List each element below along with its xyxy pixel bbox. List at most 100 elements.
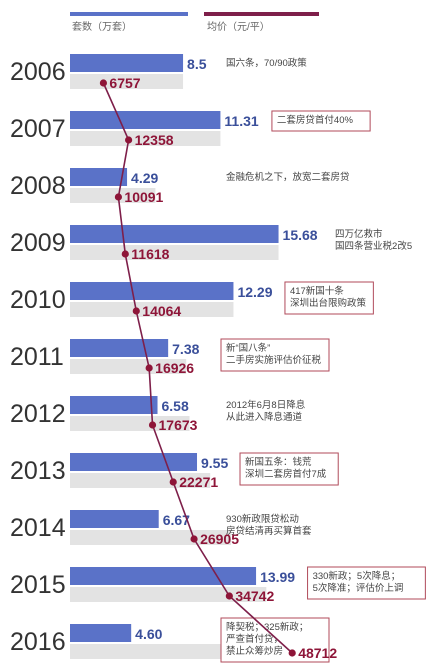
price-labels: 6757 12358 10091 11618 14064 16926 17673 22271 2… (109, 75, 337, 661)
annotation-text: 新“国八条” (226, 342, 270, 354)
count-bar (70, 567, 257, 585)
price-track (70, 131, 221, 146)
count-value-label: 4.60 (135, 626, 162, 642)
annotation-text: 5次降准；评估价上调 (313, 582, 404, 594)
year-label: 2011 (10, 343, 64, 371)
price-value-label: 14064 (142, 303, 181, 319)
annotation-box (307, 566, 426, 600)
count-bar (70, 111, 221, 129)
chart-row: 2007 11.31 二套房贷首付40% (10, 110, 371, 146)
price-marker (99, 79, 108, 87)
year-label: 2010 (10, 286, 66, 314)
price-marker (121, 250, 129, 258)
price-marker (145, 364, 153, 372)
year-label: 2012 (10, 400, 66, 428)
price-marker (288, 649, 296, 657)
legend-price-label: 均价（元/平） (207, 21, 270, 33)
price-track (70, 188, 156, 203)
annotation-text: 禁止众筹炒房 (226, 645, 283, 657)
annotation-text: 降契税；325新政； (226, 621, 308, 633)
price-track (70, 245, 279, 260)
annotation-box (220, 338, 330, 372)
legend-count-label: 套数（万套） (72, 20, 132, 33)
price-value-label: 12358 (135, 132, 174, 148)
price-marker (190, 535, 198, 543)
price-marker (148, 421, 157, 429)
chart-row: 2015 13.99 330新政；5次降息；5次降准；评估价上调 (10, 566, 426, 602)
year-label: 2016 (10, 628, 66, 656)
price-marker (132, 307, 140, 315)
count-value-label: 13.99 (260, 569, 295, 585)
count-value-label: 12.29 (237, 284, 272, 300)
annotation-text: 2012年6月8日降息 (226, 399, 305, 411)
legend: 套数（万套） 均价（元/平） (70, 12, 319, 33)
count-bar (70, 54, 184, 72)
price-track (70, 530, 232, 545)
price-track (70, 302, 234, 317)
price-value-label: 17673 (159, 417, 198, 433)
count-value-label: 15.68 (283, 227, 318, 243)
annotation-text: 新国五条：钱荒 (245, 456, 312, 468)
annotation-text: 二手房实施评估价征税 (226, 354, 322, 366)
annotation-box (239, 452, 339, 486)
year-label: 2009 (10, 229, 66, 257)
price-value-label: 6757 (109, 75, 140, 91)
year-label: 2007 (10, 115, 66, 143)
year-label: 2008 (10, 172, 66, 200)
annotation-box (220, 617, 330, 663)
chart-row: 2006 8.5 国六条，70/90政策 (10, 54, 307, 89)
price-marker (125, 136, 133, 144)
count-bar (70, 282, 234, 300)
chart-row: 2016 4.60 降契税；325新政；严查首付贷，禁止众筹炒房 (10, 617, 330, 663)
count-value-label: 6.58 (162, 398, 189, 414)
annotation-text: 417新国十条 (290, 285, 344, 297)
count-bar (70, 624, 132, 642)
count-bar (70, 510, 159, 528)
annotation-text: 四万亿救市 (335, 228, 383, 240)
year-label: 2014 (10, 514, 66, 542)
annotation-text: 房贷结清再买算首套 (226, 525, 312, 537)
chart-row: 2008 4.29 金融危机之下，放宽二套房贷 (10, 168, 350, 203)
price-value-label: 26905 (200, 531, 239, 547)
annotation-text: 严查首付贷， (226, 633, 283, 645)
annotation-text: 二套房贷首付40% (277, 114, 354, 126)
price-value-label: 22271 (179, 474, 218, 490)
price-value-label: 48712 (298, 645, 337, 661)
annotation-text: 深圳二套房首付7成 (245, 468, 327, 480)
count-bar (70, 396, 158, 414)
count-bar (70, 453, 198, 471)
price-track (70, 416, 190, 431)
count-bar (70, 168, 128, 186)
count-value-label: 6.67 (163, 512, 190, 528)
year-label: 2006 (10, 58, 66, 86)
price-track (70, 587, 267, 602)
annotation-text: 国六条，70/90政策 (226, 57, 307, 69)
chart-rows: 2006 8.5 国六条，70/90政策 2007 11.31 二套房贷首付40% 2008… (10, 54, 426, 663)
annotation-text: 金融危机之下，放宽二套房贷 (226, 171, 350, 183)
price-value-label: 10091 (124, 189, 163, 205)
price-value-label: 34742 (235, 588, 274, 604)
price-marker (114, 193, 123, 201)
count-value-label: 9.55 (201, 455, 228, 471)
annotation-text: 深圳出台限购政策 (290, 297, 367, 309)
count-value-label: 7.38 (172, 341, 199, 357)
price-marker (225, 592, 233, 600)
count-value-label: 8.5 (187, 56, 207, 72)
year-label: 2013 (10, 457, 66, 485)
annotation-box (284, 281, 374, 315)
count-value-label: 4.29 (131, 170, 158, 186)
price-value-label: 16926 (155, 360, 194, 376)
price-track (70, 74, 184, 89)
annotation-box (271, 110, 371, 132)
price-markers (99, 79, 296, 657)
count-value-label: 11.31 (224, 113, 258, 129)
price-track (70, 359, 187, 374)
annotation-text: 930新政限贷松动 (226, 513, 299, 525)
annotation-text: 从此进入降息通道 (226, 411, 303, 423)
